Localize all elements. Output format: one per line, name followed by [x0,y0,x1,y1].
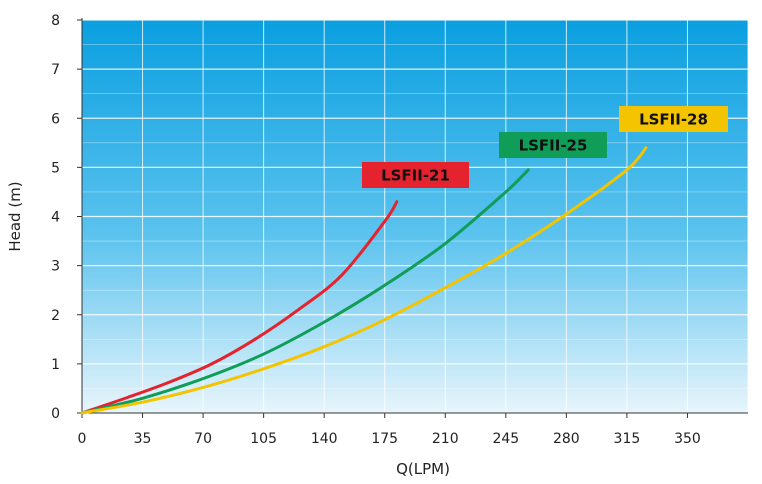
x-tick-label: 0 [78,431,87,447]
axes: 0 35 70 105 140 175 210 245 280 315 350 0 1 2 3 4 5 6 7 8 [51,13,748,447]
y-tick-label: 3 [51,259,60,275]
x-tick-label: 245 [492,431,519,447]
x-tick-label: 35 [134,431,152,447]
y-tick-label: 4 [51,210,60,226]
x-tick-label: 350 [674,431,701,447]
series-labels: LSFII-21 LSFII-25 LSFII-28 [362,106,728,188]
series-lines [80,146,648,415]
x-tick-label: 140 [311,431,338,447]
series-line-lsfii-21 [80,200,399,415]
y-tick-label: 8 [51,13,60,29]
y-tick-label: 7 [51,62,60,78]
series-label-box [362,162,469,188]
y-tick-label: 2 [51,308,60,324]
x-tick-label: 70 [194,431,212,447]
series-label-box [619,106,728,132]
series-label: LSFII-21 [381,167,450,185]
x-axis-title: Q(LPM) [396,460,450,478]
series-label-box [499,132,607,158]
y-axis-title: Head (m) [6,181,24,251]
series-label: LSFII-25 [519,137,588,155]
y-tick-label: 1 [51,357,60,373]
x-tick-label: 210 [432,431,459,447]
x-tick-label: 105 [250,431,277,447]
y-tick-label: 0 [51,406,60,422]
series-line-lsfii-25 [80,168,530,415]
series-label: LSFII-28 [639,111,708,129]
x-tick-label: 175 [371,431,398,447]
x-tick-label: 315 [614,431,641,447]
y-tick-label: 6 [51,111,60,127]
series-line-lsfii-28 [80,146,648,415]
y-tick-label: 5 [51,160,60,176]
x-tick-label: 280 [553,431,580,447]
